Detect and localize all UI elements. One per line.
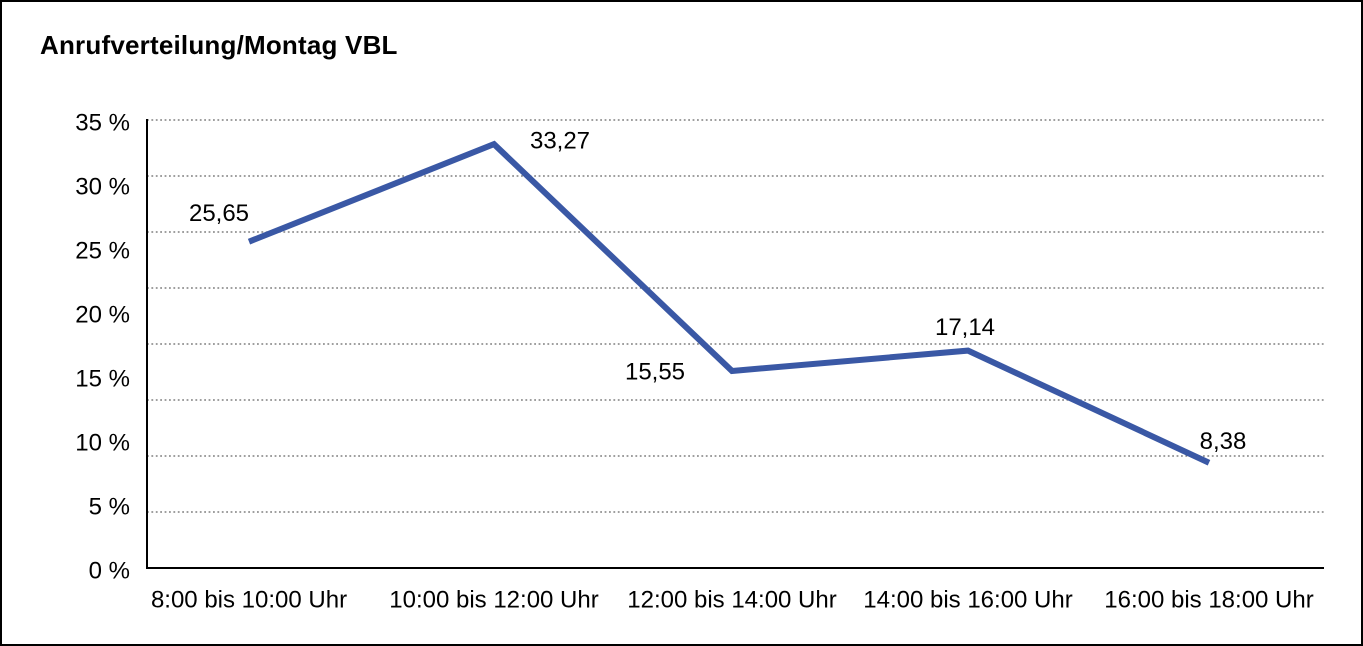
value-label: 15,55	[625, 358, 685, 385]
x-category-label: 10:00 bis 12:00 Uhr	[389, 586, 598, 613]
y-tick-label: 0 %	[89, 557, 130, 584]
value-label: 25,65	[189, 200, 249, 227]
data-series-line	[247, 140, 1211, 466]
value-label: 33,27	[530, 128, 590, 155]
y-tick-label: 30 %	[75, 173, 130, 200]
y-tick-label: 35 %	[75, 109, 130, 136]
x-category-label: 12:00 bis 14:00 Uhr	[627, 586, 836, 613]
x-category-label: 14:00 bis 16:00 Uhr	[863, 586, 1072, 613]
chart-title: Anrufverteilung/Montag VBL	[40, 30, 398, 60]
y-tick-label: 10 %	[75, 429, 130, 456]
x-category-label: 8:00 bis 10:00 Uhr	[151, 586, 347, 613]
y-tick-label: 25 %	[75, 237, 130, 264]
value-label: 17,14	[935, 314, 995, 341]
y-tick-label: 5 %	[89, 493, 130, 520]
value-label: 8,38	[1200, 428, 1247, 455]
y-tick-label: 20 %	[75, 301, 130, 328]
x-category-label: 16:00 bis 18:00 Uhr	[1104, 586, 1313, 613]
y-tick-label: 15 %	[75, 365, 130, 392]
